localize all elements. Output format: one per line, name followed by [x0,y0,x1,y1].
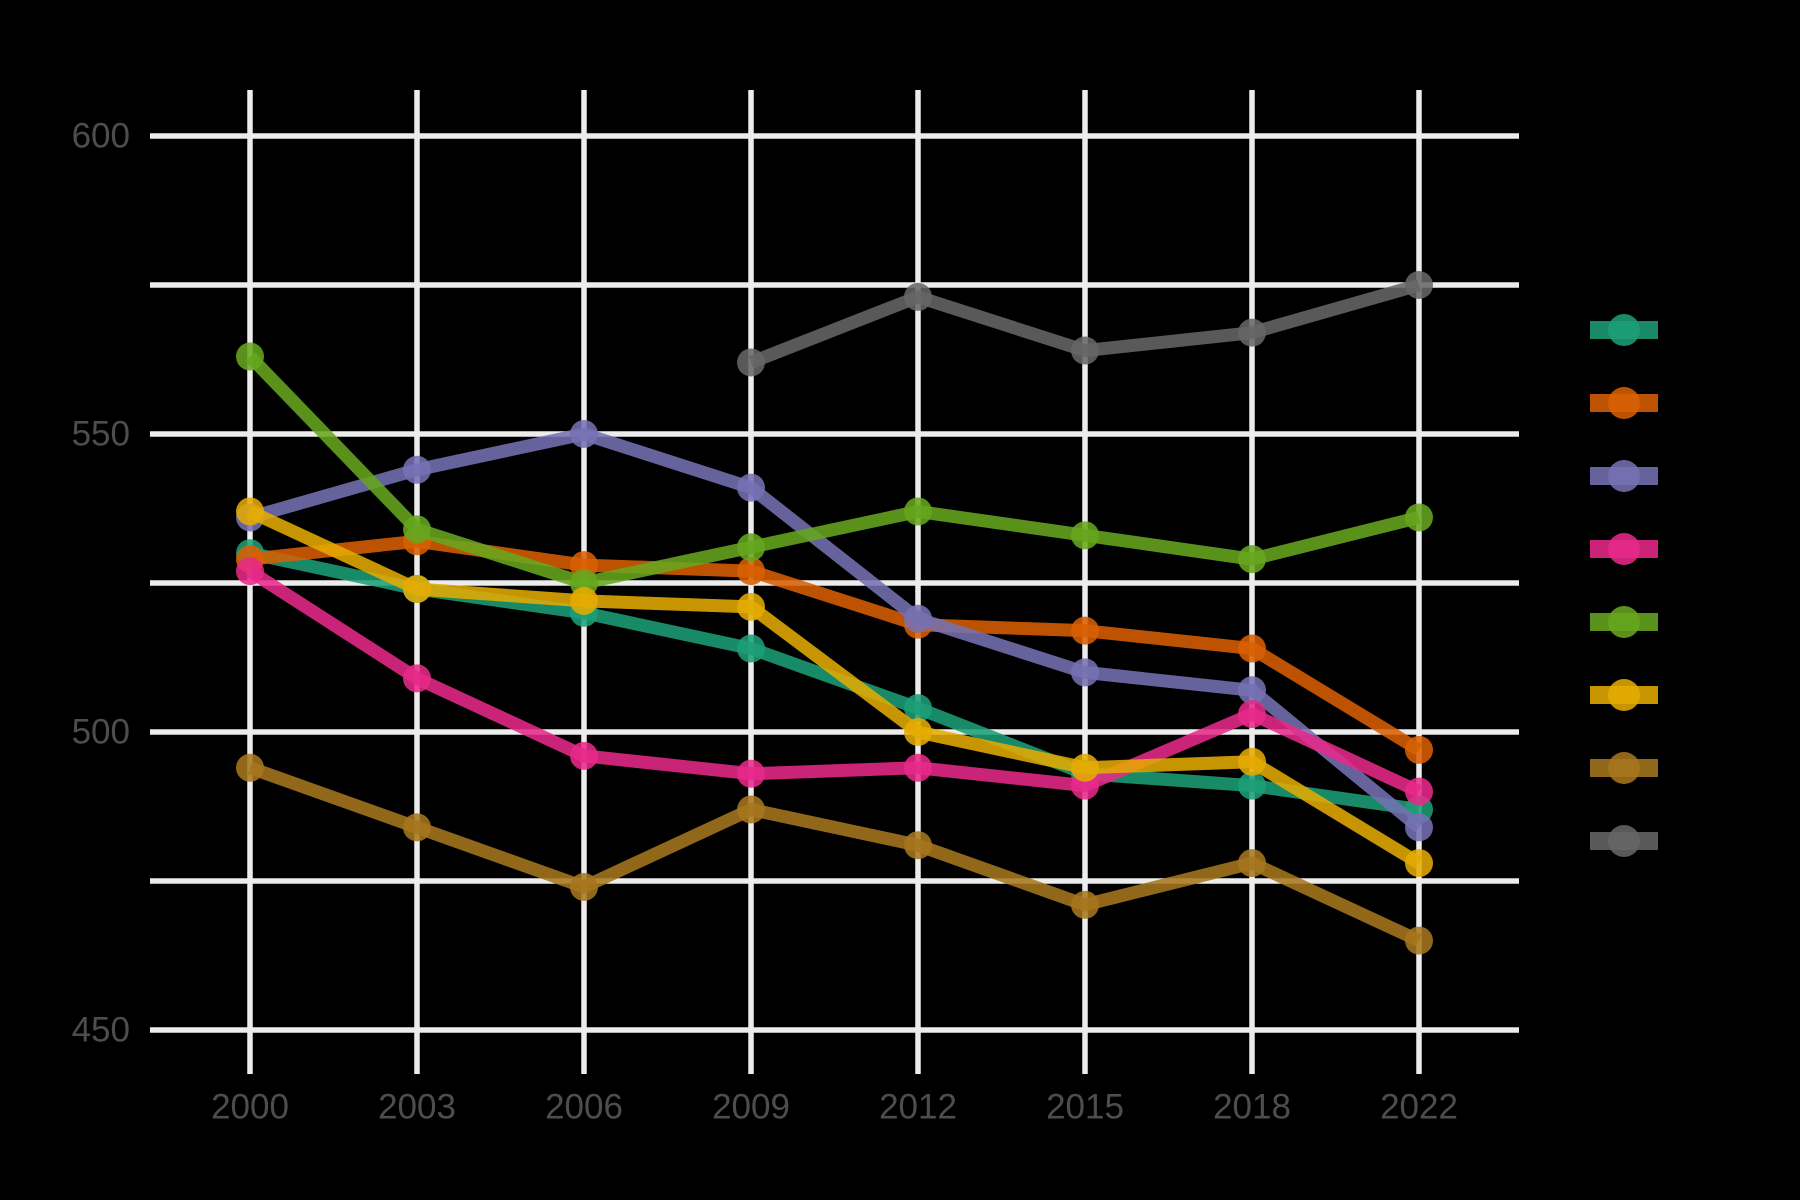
yellow-series-point [403,574,431,603]
pink-series-point [737,759,765,788]
pink-series-line [246,565,1422,798]
orange-series-point [1238,634,1266,663]
gray-series-point [1071,336,1099,365]
green-series-point [737,533,765,562]
green-series-line [245,352,1421,590]
orange-series-point [1071,616,1099,645]
x-axis-tick-label: 2012 [879,1088,957,1127]
green-series-point [904,497,932,526]
pink-series-point [570,741,598,770]
yellow-series-point [904,718,932,746]
brown-series-point [1238,849,1266,878]
legend-key-point-purple-series [1608,460,1640,492]
x-axis-tick-label: 2009 [712,1088,790,1127]
purple-series-point [737,473,765,502]
legend-key-point-orange-series [1608,387,1640,419]
purple-series-line [248,427,1424,833]
teal-series-point [904,694,932,723]
legend-key-point-green-series [1608,606,1640,638]
purple-series-point [570,420,598,448]
legend-key-point-brown-series [1608,752,1640,784]
orange-series-point [737,557,765,586]
green-series-point [1071,521,1099,550]
y-axis-tick-label: 600 [72,117,130,156]
x-axis-tick-label: 2003 [378,1088,456,1127]
y-axis-tick-label: 550 [72,415,130,454]
brown-series-point [1405,926,1433,955]
yellow-series-point [570,586,598,615]
pink-series-point [1405,777,1433,806]
x-axis-tick-label: 2000 [211,1088,289,1127]
yellow-series-point [236,497,264,526]
brown-series-point [570,872,598,901]
gray-series-point [737,348,765,377]
pink-series-point [236,557,264,586]
legend-key-point-gray-series [1608,825,1640,857]
brown-series-point [236,753,264,782]
legend-key-point-teal-series [1608,314,1640,346]
gray-series-point [904,282,932,311]
purple-series-point [1071,658,1099,687]
orange-series-point [1405,735,1433,764]
gray-series-point [1238,318,1266,347]
purple-series-point [1405,813,1433,842]
orange-series-line [249,534,1423,756]
teal-series-point [1238,771,1266,800]
pink-series-point [1238,700,1266,729]
yellow-series-point [737,592,765,621]
legend-key-point-yellow-series [1608,679,1640,711]
green-series-point [403,515,431,544]
green-series-point [1238,545,1266,574]
legend-key-point-pink-series [1608,533,1640,565]
yellow-series-line [247,505,1423,869]
pink-series-point [904,753,932,782]
teal-series-point [737,634,765,663]
purple-series-point [403,455,431,484]
brown-series-line [247,761,1422,947]
purple-series-point [904,604,932,633]
yellow-series-point [1071,753,1099,782]
brown-series-point [904,831,932,860]
brown-series-point [403,813,431,842]
brown-series-point [1071,890,1099,919]
x-axis-tick-label: 2018 [1213,1088,1291,1127]
brown-series-point [737,795,765,824]
purple-series-point [1238,676,1266,705]
pink-series-point [403,664,431,693]
x-axis-tick-label: 2006 [545,1088,623,1127]
gray-series-point [1405,271,1433,299]
x-axis-tick-label: 2015 [1046,1088,1124,1127]
y-axis-tick-label: 500 [72,713,130,752]
yellow-series-point [1238,747,1266,776]
x-axis-tick-label: 2022 [1380,1088,1458,1127]
yellow-series-point [1405,849,1433,878]
green-series-point [236,342,264,371]
green-series-point [1405,503,1433,532]
y-axis-tick-label: 450 [72,1011,130,1050]
